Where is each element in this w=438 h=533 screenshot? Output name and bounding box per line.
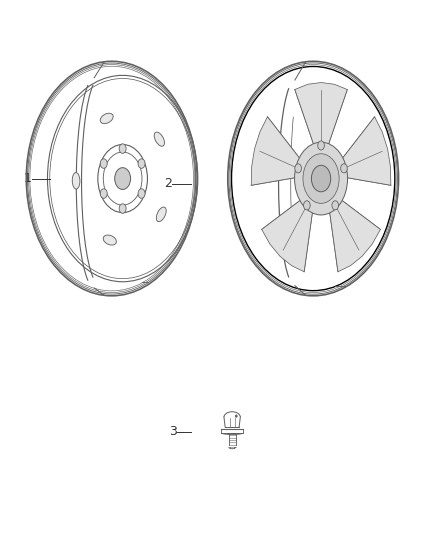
Ellipse shape — [103, 235, 117, 245]
Ellipse shape — [318, 141, 325, 150]
Polygon shape — [295, 83, 347, 156]
Ellipse shape — [138, 189, 145, 198]
Ellipse shape — [294, 142, 348, 215]
Ellipse shape — [138, 159, 145, 168]
Text: 1: 1 — [24, 172, 32, 185]
Ellipse shape — [100, 113, 113, 124]
Polygon shape — [251, 117, 306, 185]
Ellipse shape — [295, 164, 301, 173]
Text: 2: 2 — [164, 177, 172, 190]
Ellipse shape — [72, 173, 80, 189]
Ellipse shape — [100, 189, 107, 198]
Polygon shape — [336, 117, 391, 185]
Text: 3: 3 — [169, 425, 177, 438]
Ellipse shape — [332, 201, 339, 210]
Polygon shape — [328, 194, 380, 272]
Ellipse shape — [119, 204, 126, 213]
Ellipse shape — [119, 144, 126, 154]
Ellipse shape — [115, 168, 131, 189]
Circle shape — [235, 415, 237, 417]
Ellipse shape — [154, 132, 165, 146]
Ellipse shape — [341, 164, 347, 173]
Ellipse shape — [156, 207, 166, 222]
Ellipse shape — [311, 165, 331, 192]
Ellipse shape — [304, 201, 310, 210]
Polygon shape — [262, 194, 314, 272]
Ellipse shape — [303, 154, 339, 204]
Ellipse shape — [100, 159, 107, 168]
